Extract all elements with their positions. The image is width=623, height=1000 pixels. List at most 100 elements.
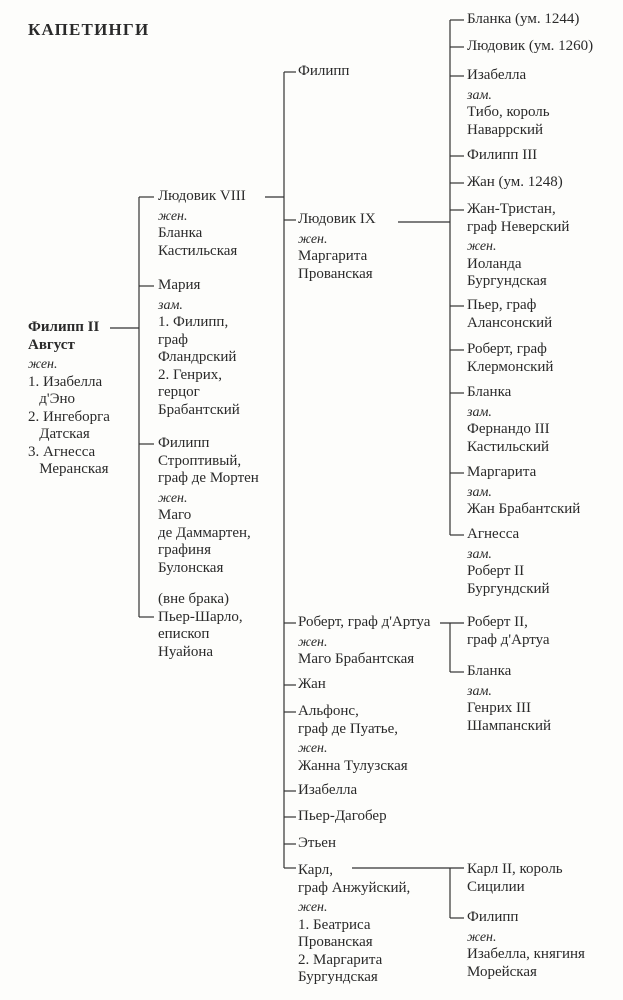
- person-philippe-taranto: Филипп жен. Изабелла, княгиня Морейская: [467, 909, 585, 981]
- spouse-name: Брабантский: [158, 401, 240, 418]
- person-name: Карл II, король: [467, 861, 563, 877]
- spouse-name: графиня: [158, 542, 211, 558]
- spouse-label: зам.: [467, 87, 492, 103]
- spouse-name: 1. Беатриса: [298, 916, 371, 933]
- spouse-name: Наваррский: [467, 121, 544, 138]
- person-name: Альфонс,: [298, 703, 359, 719]
- person-name: Филипп: [158, 435, 210, 451]
- spouse-label: жен.: [298, 231, 328, 247]
- spouse-name: д'Эно: [28, 391, 76, 407]
- spouse-name: Меранская: [28, 461, 109, 477]
- person-name: Бланка: [467, 663, 512, 679]
- person-charles-anjou: Карл, граф Анжуйский, жен. 1. Беатриса П…: [298, 862, 410, 987]
- person-louis-viii: Людовик VIII жен. Бланка Кастильская: [158, 188, 246, 260]
- person-pierre-alencon: Пьер, граф Алансонский: [467, 297, 552, 332]
- person-note: (вне брака): [158, 591, 230, 607]
- person-name: Роберт II,: [467, 614, 528, 630]
- spouse-label: жен.: [158, 490, 188, 506]
- person-louis-ix: Людовик IX жен. Маргарита Прованская: [298, 211, 376, 283]
- person-name: Сицилии: [467, 878, 525, 895]
- spouse-name: Кастильский: [467, 438, 550, 455]
- spouse-name: Прованская: [298, 265, 373, 282]
- spouse-name: граф: [158, 331, 189, 348]
- spouse-label: зам.: [467, 484, 492, 500]
- person-name: Нуайона: [158, 643, 214, 660]
- person-name: Жан-Тристан,: [467, 201, 556, 217]
- spouse-name: Генрих III: [467, 700, 531, 716]
- person-alphonse: Альфонс, граф де Пуатье, жен. Жанна Тулу…: [298, 703, 408, 775]
- person-name: Роберт, граф: [467, 341, 547, 357]
- spouse-name: 2. Маргарита: [298, 951, 383, 968]
- person-name: Филипп: [298, 63, 350, 79]
- spouse-label: жен.: [298, 634, 328, 650]
- person-name: Изабелла: [298, 782, 358, 798]
- person-philippe-hurepel: Филипп Строптивый, граф де Мортен жен. М…: [158, 435, 259, 577]
- person-name: Пьер, граф: [467, 297, 537, 313]
- spouse-name: Шампанский: [467, 717, 551, 734]
- person-jean: Жан: [298, 676, 326, 694]
- person-blanche-castile: Бланка зам. Фернандо III Кастильский: [467, 384, 550, 456]
- spouse-name: Изабелла, княгиня: [467, 946, 585, 962]
- person-name: Филипп II: [28, 319, 100, 335]
- person-name: Пьер-Дагобер: [298, 808, 387, 824]
- spouse-name: Роберт II: [467, 563, 525, 579]
- spouse-name: герцог: [158, 384, 200, 400]
- spouse-name: Бургундская: [298, 969, 378, 985]
- spouse-label: жен.: [467, 239, 497, 254]
- spouse-name: Прованская: [298, 934, 373, 950]
- person-name: Жан (ум. 1248): [467, 174, 563, 190]
- person-etienne: Этьен: [298, 835, 336, 853]
- person-name: Этьен: [298, 835, 336, 851]
- person-pierre-charlot: (вне брака) Пьер-Шарло, епископ Нуайона: [158, 591, 243, 661]
- spouse-label: зам.: [467, 546, 492, 562]
- spouse-name: Маго: [158, 507, 192, 523]
- person-robert-ii-artois: Роберт II, граф д'Артуа: [467, 614, 550, 649]
- person-name: Алансонский: [467, 314, 553, 331]
- person-agnes: Агнесса зам. Роберт II Бургундский: [467, 526, 550, 598]
- spouse-label: зам.: [467, 683, 492, 699]
- person-name: Изабелла: [467, 67, 527, 83]
- spouse-name: Датская: [28, 426, 90, 442]
- spouse-name: Бургундский: [467, 580, 550, 597]
- spouse-label: жен.: [28, 357, 58, 372]
- spouse-name: Маго Брабантская: [298, 651, 415, 667]
- person-marguerite: Маргарита зам. Жан Брабантский: [467, 464, 580, 519]
- spouse-name: 1. Изабелла: [28, 373, 103, 390]
- person-isabelle: Изабелла: [298, 782, 357, 800]
- person-name: граф Неверский: [467, 218, 570, 235]
- person-name: Август: [28, 336, 75, 353]
- spouse-name: 2. Ингеборга: [28, 408, 110, 425]
- spouse-name: Фландрский: [158, 349, 237, 365]
- person-name: Бланка: [467, 384, 512, 400]
- person-name: епископ: [158, 626, 210, 642]
- spouse-label: жен.: [158, 208, 188, 224]
- spouse-label: жен.: [298, 741, 328, 756]
- spouse-name: Булонская: [158, 559, 224, 576]
- person-name: Людовик VIII: [158, 188, 246, 204]
- person-name: Людовик IX: [298, 211, 376, 227]
- spouse-name: Иоланда: [467, 255, 522, 272]
- person-name: Агнесса: [467, 526, 520, 542]
- person-name: Пьер-Шарло,: [158, 608, 243, 625]
- person-louis-1260: Людовик (ум. 1260): [467, 38, 593, 56]
- spouse-name: 3. Агнесса: [28, 443, 96, 460]
- person-name: граф де Пуатье,: [298, 720, 399, 737]
- spouse-label: жен.: [298, 900, 328, 915]
- person-name: граф де Мортен: [158, 470, 259, 486]
- person-blanche-1244: Бланка (ум. 1244): [467, 11, 579, 29]
- spouse-name: 2. Генрих,: [158, 366, 222, 383]
- person-name: Клермонский: [467, 358, 554, 375]
- spouse-label: зам.: [158, 297, 183, 313]
- person-philippe: Филипп: [298, 63, 349, 81]
- person-name: Филипп: [467, 909, 519, 925]
- spouse-name: Жанна Тулузская: [298, 757, 408, 774]
- spouse-name: Тибо, король: [467, 104, 550, 120]
- spouse-name: де Даммартен,: [158, 524, 251, 541]
- person-pierre-dagobert: Пьер-Дагобер: [298, 808, 387, 826]
- person-charles-ii: Карл II, король Сицилии: [467, 861, 563, 896]
- person-jean-1248: Жан (ум. 1248): [467, 174, 563, 192]
- person-isabelle-navarre: Изабелла зам. Тибо, король Наваррский: [467, 67, 550, 139]
- person-name: Людовик (ум. 1260): [467, 38, 594, 54]
- person-name: Мария: [158, 277, 201, 293]
